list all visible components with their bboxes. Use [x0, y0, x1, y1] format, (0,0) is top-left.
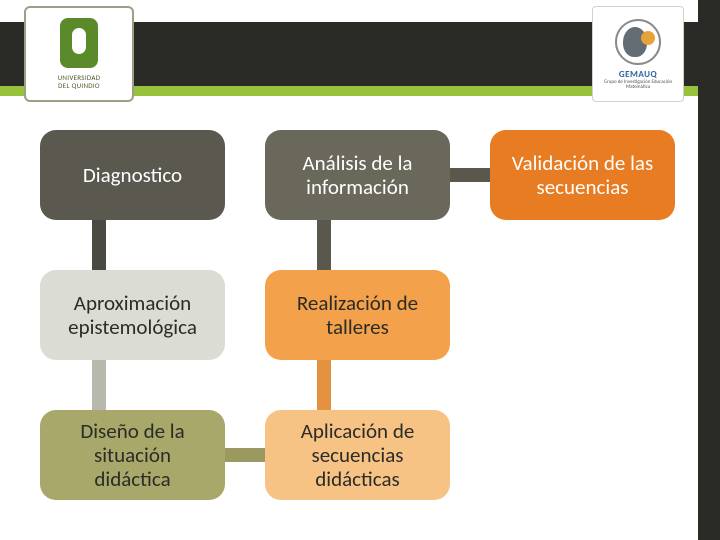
node-label: Aplicación de secuencias didácticas	[279, 419, 436, 491]
node-aplic: Aplicación de secuencias didácticas	[265, 410, 450, 500]
node-analisis: Análisis de la información	[265, 130, 450, 220]
gemauq-subtitle: Grupo de Investigación Educación Matemát…	[593, 80, 683, 90]
gemauq-mark-icon	[615, 19, 661, 65]
uq-text-line2: DEL QUINDIO	[58, 82, 100, 90]
node-aprox: Aproximación epistemológica	[40, 270, 225, 360]
node-label: Diseño de la situación didáctica	[54, 419, 211, 491]
h-connector	[450, 168, 490, 182]
logo-universidad-quindio: UNIVERSIDAD DEL QUINDIO	[24, 6, 134, 102]
node-label: Aproximación epistemológica	[54, 291, 211, 339]
uq-mark-icon	[60, 18, 98, 68]
v-connector	[317, 220, 331, 270]
node-label: Realización de talleres	[279, 291, 436, 339]
h-connector	[225, 448, 265, 462]
v-connector	[92, 220, 106, 270]
node-valid: Validación de las secuencias	[490, 130, 675, 220]
node-taller: Realización de talleres	[265, 270, 450, 360]
v-connector	[92, 360, 106, 410]
node-label: Diagnostico	[83, 163, 182, 187]
v-connector	[317, 360, 331, 410]
node-label: Validación de las secuencias	[504, 151, 661, 199]
node-label: Análisis de la información	[279, 151, 436, 199]
node-diseno: Diseño de la situación didáctica	[40, 410, 225, 500]
gemauq-text: GEMAUQ	[619, 69, 657, 80]
logo-gemauq: GEMAUQ Grupo de Investigación Educación …	[592, 6, 684, 102]
right-accent-bar	[698, 0, 720, 540]
flow-grid: Diagnostico Análisis de la información Val…	[40, 130, 680, 520]
node-diag: Diagnostico	[40, 130, 225, 220]
